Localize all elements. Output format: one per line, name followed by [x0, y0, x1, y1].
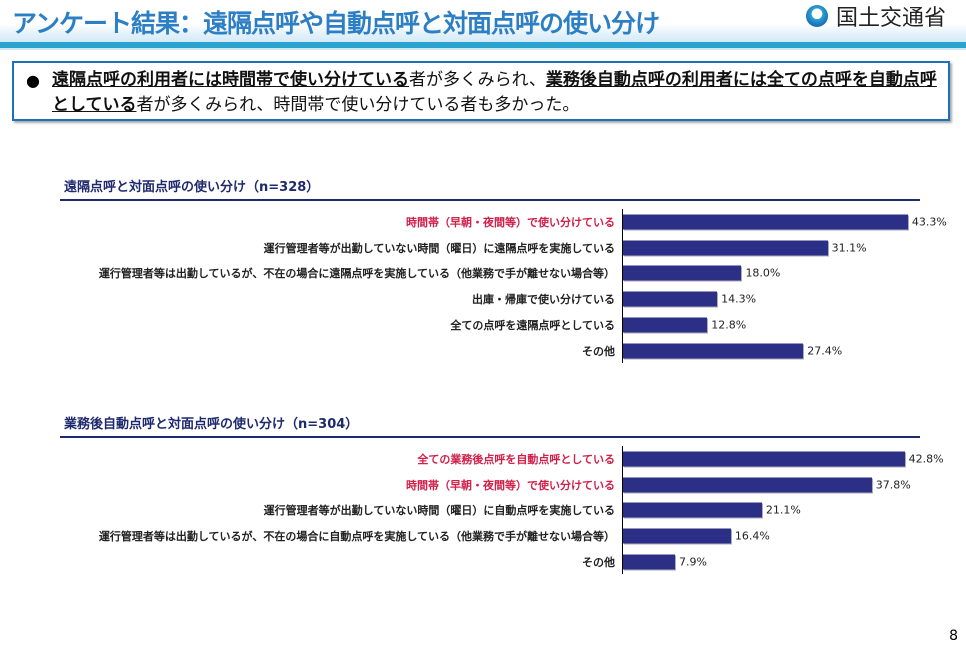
bar	[623, 343, 804, 358]
summary-text: 遠隔点呼の利用者には時間帯で使い分けている者が多くみられ、業務後自動点呼の利用者…	[52, 68, 948, 118]
category-label: 運行管理者等が出勤していない時間（曜日）に遠隔点呼を実施している	[263, 241, 615, 255]
category-label: 時間帯（早朝・夜間等）で使い分けている	[406, 478, 615, 492]
summary-emph-1: 遠隔点呼の利用者には時間帯で使い分けている	[52, 70, 409, 90]
chart2-rule	[60, 436, 920, 438]
value-label: 27.4%	[807, 344, 843, 357]
bullet: ●	[26, 71, 40, 90]
chart2-axis	[622, 446, 623, 574]
value-label: 42.8%	[908, 452, 944, 466]
bar	[623, 502, 762, 518]
chart1-title: 遠隔点呼と対面点呼の使い分け（n=328）	[64, 180, 320, 195]
page-title: アンケート結果：遠隔点呼や自動点呼と対面点呼の使い分け	[12, 9, 660, 38]
category-label: その他	[582, 344, 615, 358]
header-band	[0, 0, 966, 50]
category-label: 時間帯（早朝・夜間等）で使い分けている	[406, 216, 615, 229]
mlit-logo-icon	[806, 5, 828, 27]
value-label: 16.4%	[734, 529, 770, 543]
category-label: 全ての業務後点呼を自動点呼としている	[417, 453, 615, 466]
summary-box: ● 遠隔点呼の利用者には時間帯で使い分けている者が多くみられ、業務後自動点呼の利…	[12, 61, 950, 121]
bar	[623, 214, 908, 230]
category-label: 運行管理者等が出勤していない時間（曜日）に自動点呼を実施している	[263, 504, 615, 518]
value-label: 31.1%	[831, 241, 867, 255]
bar	[623, 291, 718, 307]
summary-emph-2: 業務後自動点呼の利用者には全ての点呼を自動点呼としている	[52, 70, 937, 115]
logo: 国土交通省	[806, 0, 946, 32]
value-label: 18.0%	[745, 266, 781, 280]
page-number: 8	[949, 628, 958, 644]
summary-text-2: 者が多くみられ、	[409, 70, 546, 90]
chart2-title: 業務後自動点呼と対面点呼の使い分け（n=304）	[64, 417, 359, 432]
value-label: 12.8%	[711, 318, 747, 332]
category-label: 運行管理者等は出勤しているが、不在の場合に自動点呼を実施している（他業務で手が離…	[98, 530, 615, 544]
category-label: その他	[582, 555, 615, 569]
category-label: 全ての点呼を遠隔点呼としている	[450, 318, 615, 332]
value-label: 21.1%	[765, 503, 801, 517]
bar	[623, 528, 731, 544]
value-label: 37.8%	[875, 478, 911, 492]
value-label: 7.9%	[678, 555, 707, 569]
bar	[623, 554, 675, 570]
bar	[623, 265, 742, 281]
chart1-axis	[622, 209, 623, 363]
logo-text: 国土交通省	[836, 6, 947, 31]
header-stripe	[0, 42, 966, 48]
category-label: 運行管理者等は出勤しているが、不在の場合に遠隔点呼を実施している（他業務で手が離…	[98, 267, 615, 281]
summary-text-4: 者が多くみられ、時間帯で使い分けている者も多かった。	[136, 95, 580, 115]
value-label: 14.3%	[721, 292, 757, 306]
bar	[623, 477, 872, 493]
bar	[623, 451, 905, 467]
bar	[623, 317, 708, 333]
bar	[623, 240, 828, 256]
value-label: 43.3%	[911, 215, 947, 229]
category-label: 出庫・帰庫で使い分けている	[472, 293, 615, 307]
chart1-rule	[60, 199, 920, 201]
